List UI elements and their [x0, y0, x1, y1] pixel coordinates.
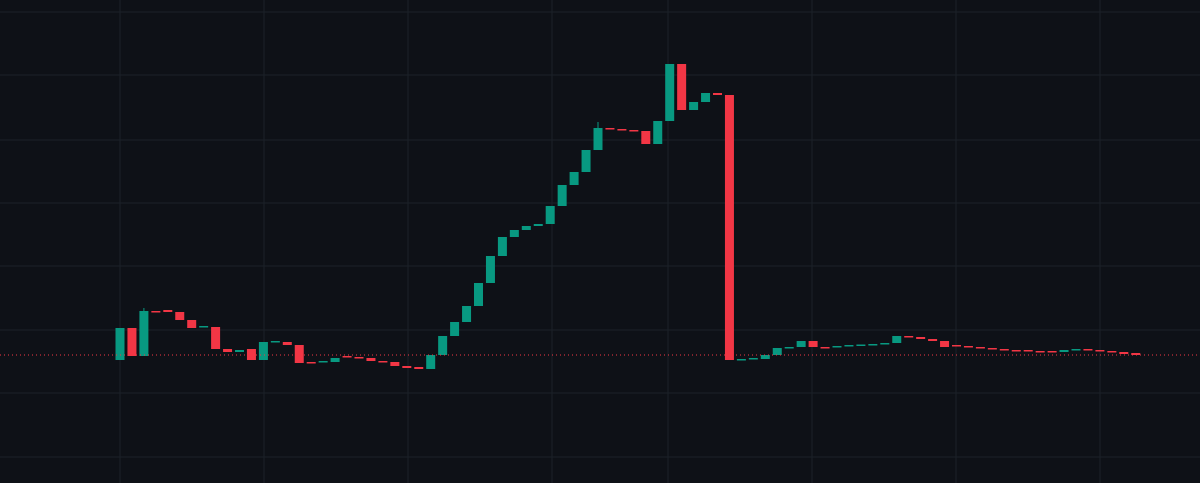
candle-body: [629, 130, 639, 132]
candle-body: [689, 102, 699, 110]
candle-body: [1083, 349, 1093, 351]
candle-body: [820, 347, 830, 349]
candle-body: [844, 345, 854, 347]
candle-body: [724, 95, 734, 360]
candle-body: [1023, 350, 1033, 352]
candle-body: [760, 355, 770, 359]
candle-body: [832, 346, 842, 348]
candle-body: [402, 366, 412, 368]
candle-body: [748, 358, 758, 360]
candle-body: [151, 311, 161, 313]
candle-body: [175, 312, 185, 320]
candle-body: [438, 336, 448, 355]
candle-body: [856, 344, 866, 346]
candle-body: [163, 310, 173, 312]
candle-body: [187, 320, 197, 328]
candle-body: [880, 343, 890, 345]
candle-body: [999, 349, 1009, 351]
candle-body: [497, 237, 507, 256]
candle-body: [701, 93, 711, 102]
candle-body: [928, 339, 938, 341]
candle-body: [521, 226, 531, 230]
candle-body: [270, 341, 280, 343]
candle-body: [318, 361, 328, 363]
candle-body: [617, 129, 627, 131]
candle-body: [1071, 349, 1081, 351]
candle-body: [713, 93, 722, 95]
candle-body: [1119, 352, 1129, 354]
candle-body: [426, 355, 436, 369]
candle-body: [940, 341, 950, 347]
candle-body: [294, 345, 304, 363]
candle-body: [916, 337, 926, 339]
candle-body: [199, 326, 209, 328]
candle-body: [330, 358, 340, 362]
candle-body: [736, 359, 746, 361]
candle-body: [462, 306, 472, 322]
candle-body: [235, 350, 244, 352]
candle-body: [342, 356, 352, 358]
candle-body: [139, 311, 149, 356]
candle-body: [306, 362, 316, 364]
candle-body: [246, 349, 256, 360]
candle-body: [282, 342, 292, 345]
candle-body: [904, 336, 914, 338]
candle-body: [258, 342, 268, 360]
candle-body: [784, 347, 794, 349]
candle-body: [545, 206, 555, 224]
candle-body: [1107, 351, 1117, 353]
candle-body: [1131, 353, 1141, 355]
candle-body: [223, 349, 233, 352]
candle-body: [987, 348, 997, 350]
candle-body: [569, 172, 579, 185]
candle-body: [115, 328, 125, 360]
candle-body: [354, 357, 364, 359]
candle-body: [390, 362, 400, 366]
candle-body: [1059, 350, 1069, 352]
candle-body: [653, 121, 663, 144]
candle-body: [605, 128, 615, 130]
candle-body: [533, 224, 543, 226]
candle-body: [593, 128, 603, 150]
candle-body: [952, 345, 961, 347]
candle-body: [414, 367, 424, 369]
candle-body: [963, 346, 973, 348]
candle-body: [450, 322, 460, 336]
candle-body: [975, 347, 985, 349]
candle-body: [677, 64, 687, 110]
candle-body: [211, 327, 221, 349]
candle-body: [1035, 351, 1045, 353]
candle-body: [808, 341, 818, 347]
candle-body: [868, 344, 878, 346]
candle-body: [509, 230, 519, 237]
candle-body: [378, 361, 388, 363]
candle-body: [557, 185, 567, 206]
candle-body: [665, 64, 675, 121]
candle-body: [772, 348, 782, 355]
candle-body: [641, 131, 651, 144]
candle-body: [474, 283, 483, 306]
candle-body: [796, 341, 806, 347]
candle-body: [366, 358, 376, 361]
candle-body: [485, 256, 495, 283]
candle-body: [1095, 350, 1105, 352]
candle-body: [127, 328, 137, 356]
candle-body: [1011, 350, 1021, 352]
candle-body: [1047, 351, 1057, 353]
candle-body: [581, 150, 591, 172]
candle-body: [892, 336, 902, 343]
